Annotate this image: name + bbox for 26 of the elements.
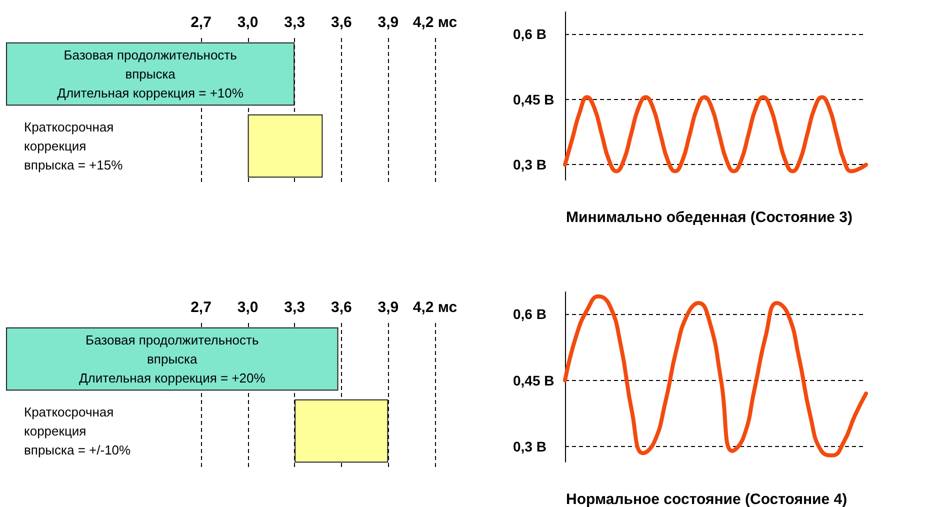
line-series bbox=[563, 95, 868, 174]
x-tick-label: 2,7 bbox=[190, 299, 212, 316]
y-tick-label: Базовая продолжительность впрыска Длительная коррекция = +20% bbox=[78, 332, 266, 386]
x-axis-title: Нормальное состояние (Состояние 4) bbox=[566, 491, 848, 507]
y-tick-label: 0,6 В bbox=[513, 306, 546, 322]
y-tick-label: Краткосрочная коррекция впрыска = +/-10% bbox=[24, 404, 132, 458]
x-tick-label: 3,3 bbox=[284, 14, 306, 31]
x-tick-label: 3,9 bbox=[378, 14, 399, 31]
y-tick-label: Краткосрочная коррекция впрыска = +15% bbox=[24, 120, 124, 172]
x-tick-label: 3,3 bbox=[284, 299, 306, 316]
line-series bbox=[563, 294, 868, 458]
x-tick-label: 3,0 bbox=[237, 299, 258, 316]
x-tick-label: 3,6 bbox=[330, 299, 352, 316]
y-tick-label: 0,45 В bbox=[513, 91, 554, 108]
y-tick-label: 0,3 В bbox=[513, 156, 546, 173]
x-tick-label: 2,7 bbox=[190, 14, 212, 31]
y-tick-label: 0,3 В bbox=[513, 438, 546, 455]
x-axis-title: Минимально обеденная (Состояние 3) bbox=[566, 209, 853, 226]
y-tick-label: Базовая продолжительность впрыска Длительная коррекция = +10% bbox=[57, 48, 244, 100]
x-tick-label: 3,9 bbox=[378, 299, 399, 316]
y-tick-label: 0,45 В bbox=[513, 372, 554, 388]
x-tick-label: 4,2 мс bbox=[412, 14, 458, 31]
x-tick-label: 3,0 bbox=[237, 14, 258, 31]
y-tick-label: 0,6 В bbox=[513, 26, 546, 42]
x-tick-label: 4,2 мс bbox=[412, 299, 458, 316]
x-tick-label: 3,6 bbox=[330, 14, 352, 31]
